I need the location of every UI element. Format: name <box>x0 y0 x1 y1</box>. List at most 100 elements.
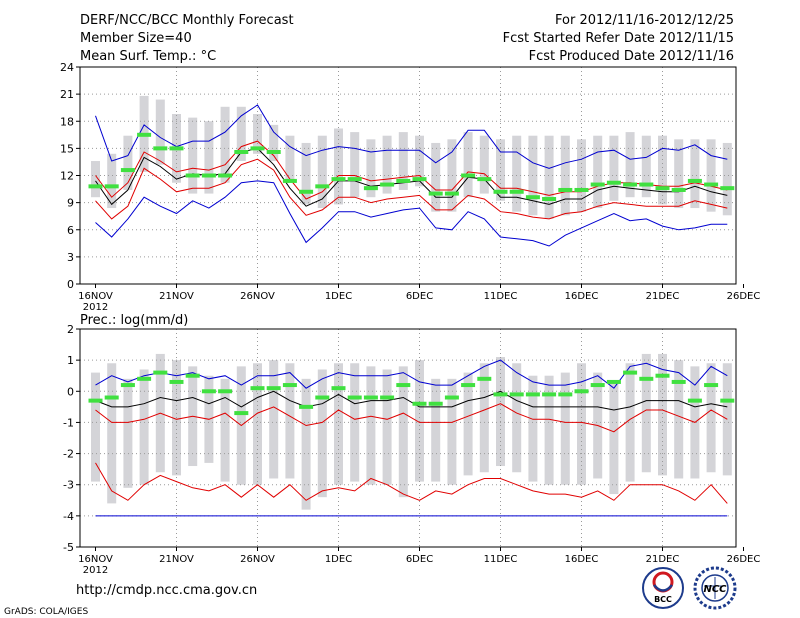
ensemble-box <box>641 353 651 473</box>
obs-marker <box>234 411 249 416</box>
x-tick-label: 26DEC <box>727 291 761 302</box>
ensemble-box <box>107 153 117 209</box>
obs-marker <box>704 182 719 187</box>
ensemble-box <box>415 135 424 187</box>
bcc-logo-text: BCC <box>654 595 672 604</box>
ensemble-box <box>609 381 619 495</box>
ensemble-box <box>479 135 489 194</box>
ensemble-box <box>496 139 505 201</box>
obs-marker <box>542 197 557 202</box>
ensemble-box <box>301 142 311 205</box>
obs-marker <box>525 195 540 200</box>
ensemble-box <box>253 114 262 154</box>
member-size: Member Size=40 <box>80 31 192 46</box>
temperature-panel: 24 21 18 15 12 9 6 3 0 16NOV 21NOV 26NOV 1DEC 6DEC 11D… <box>60 61 760 313</box>
obs-marker <box>153 146 168 151</box>
x-tick-label: 21NOV <box>159 554 194 565</box>
x-tick-label: 16DEC <box>565 554 599 565</box>
ensemble-box <box>463 132 473 198</box>
ensemble-box <box>107 363 117 504</box>
obs-marker <box>282 383 297 388</box>
ensemble-box <box>706 363 716 473</box>
obs-marker <box>542 392 557 397</box>
obs-marker <box>428 191 443 196</box>
obs-marker <box>720 186 735 191</box>
obs-marker <box>153 370 168 375</box>
series-mean-line <box>95 390 728 411</box>
obs-marker <box>623 182 638 187</box>
ensemble-box <box>577 363 586 485</box>
y-tick-label: 3 <box>67 251 74 264</box>
ensemble-box <box>253 363 262 485</box>
y-tick-label: -1 <box>63 416 74 429</box>
y-tick-label: 0 <box>67 385 74 398</box>
ensemble-box <box>625 363 635 482</box>
ensemble-box <box>123 135 133 190</box>
y-tick-label: 21 <box>60 88 74 101</box>
ensemble-box <box>658 353 667 476</box>
series-max-line <box>95 104 728 169</box>
obs-marker <box>299 189 314 194</box>
grads-credit: GrADS: COLA/IGES <box>4 607 88 617</box>
obs-marker <box>428 401 443 406</box>
ensemble-box <box>123 378 133 488</box>
obs-marker <box>266 386 281 391</box>
ncc-logo-text: NCC <box>703 584 727 595</box>
series-upper-line <box>95 403 728 433</box>
obs-marker <box>104 184 119 189</box>
obs-marker <box>493 189 508 194</box>
obs-marker <box>720 398 735 403</box>
obs-marker <box>606 180 621 185</box>
y-tick-label: 6 <box>67 224 74 237</box>
ensemble-box <box>366 139 376 198</box>
obs-marker <box>493 392 508 397</box>
ensemble-box <box>431 378 441 482</box>
obs-marker <box>88 398 103 403</box>
fcst-produced-date: Fcst Produced Date 2012/11/16 <box>529 49 734 64</box>
ensemble-box <box>91 372 100 482</box>
obs-marker <box>185 373 200 378</box>
ensemble-box <box>544 375 554 485</box>
obs-marker <box>639 182 654 187</box>
ensemble-box <box>415 360 424 482</box>
ensemble-box <box>641 135 651 198</box>
series-min-line <box>95 180 728 247</box>
source-url[interactable]: http://cmdp.ncc.cma.gov.cn <box>76 583 257 598</box>
plot-frame <box>79 328 737 548</box>
x-tick-label: 11DEC <box>484 554 518 565</box>
series-max-line <box>95 359 728 389</box>
prec-panel-title: Prec.: log(mm/d) <box>80 313 188 328</box>
obs-marker <box>201 389 216 394</box>
ensemble-box <box>350 363 360 482</box>
obs-marker <box>444 191 459 196</box>
ensemble-box <box>285 135 295 183</box>
x-tick-label: 11DEC <box>484 291 518 302</box>
x-tick-label: 21DEC <box>646 554 680 565</box>
ensemble-box <box>560 135 570 216</box>
y-tick-label: -5 <box>63 541 74 554</box>
obs-marker <box>331 177 346 182</box>
ensemble-box <box>155 99 165 165</box>
obs-marker <box>299 404 314 409</box>
y-tick-label: 0 <box>67 278 74 291</box>
obs-marker <box>282 178 297 183</box>
ensemble-box <box>560 372 570 485</box>
ensemble-box <box>625 132 635 198</box>
obs-marker <box>623 370 638 375</box>
ensemble-box <box>463 372 473 476</box>
ensemble-box <box>334 128 343 205</box>
ensemble-box <box>382 135 392 194</box>
x-tick-label: 26DEC <box>727 554 761 565</box>
ensemble-box <box>204 121 214 194</box>
ensemble-box <box>544 135 554 219</box>
ensemble-box <box>528 375 538 482</box>
ensemble-box <box>220 106 230 183</box>
obs-marker <box>558 187 573 192</box>
x-tick-label: 21DEC <box>646 291 680 302</box>
obs-marker <box>218 173 233 178</box>
obs-marker <box>137 376 152 381</box>
obs-marker <box>704 383 719 388</box>
ensemble-box <box>382 369 392 485</box>
obs-marker <box>574 187 589 192</box>
